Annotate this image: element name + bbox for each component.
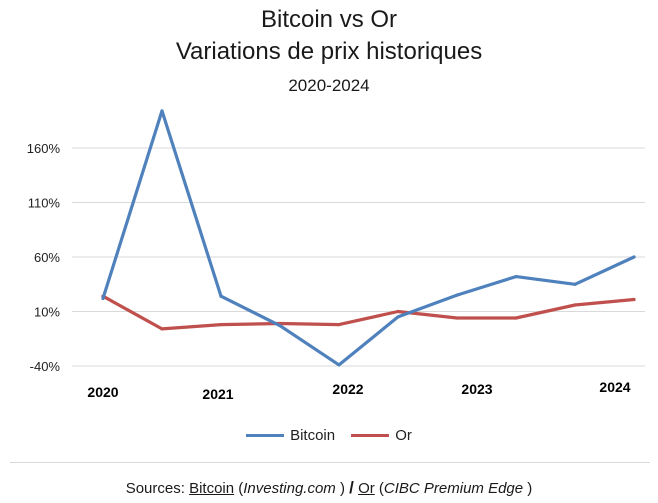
- x-tick-label: 2024: [599, 379, 630, 395]
- data-point-bitcoin: [337, 363, 341, 367]
- footer-divider: [10, 462, 650, 463]
- chart-period: 2020-2024: [288, 76, 370, 95]
- data-point-bitcoin: [278, 324, 282, 328]
- source-note: Sources: Bitcoin (Investing.com ) / Or (…: [125, 478, 533, 497]
- data-point-or: [219, 322, 223, 327]
- data-point-bitcoin: [160, 109, 164, 113]
- source-bitcoin-link[interactable]: Bitcoin: [189, 480, 235, 497]
- x-tick-label: 2023: [461, 381, 492, 397]
- data-point-or: [160, 327, 164, 331]
- data-point-or: [455, 316, 459, 320]
- y-tick-label: 10%: [34, 305, 60, 320]
- data-point-bitcoin: [632, 255, 636, 259]
- data-point-bitcoin: [514, 275, 518, 279]
- data-point-bitcoin: [101, 296, 105, 301]
- series-line-or: [101, 294, 636, 331]
- legend-label-bitcoin: Bitcoin: [290, 427, 336, 444]
- data-point-or: [337, 322, 341, 327]
- legend-swatch-or: [351, 434, 390, 437]
- y-tick-label: 110%: [28, 196, 61, 211]
- series-line-bitcoin: [101, 109, 636, 367]
- source-bitcoin-site: Investing.com: [243, 480, 340, 497]
- source-separator: /: [349, 478, 354, 497]
- y-tick-label: -40%: [30, 359, 61, 374]
- line-chart: 160% 110% 60% 10% -40% 2020 2021 2022 2023 2024: [27, 109, 645, 402]
- chart-subtitle: Variations de prix historiques: [175, 38, 483, 65]
- x-tick-label: 2020: [87, 384, 118, 400]
- chart-title: Bitcoin vs Or: [260, 6, 398, 33]
- y-tick-label: 160%: [27, 141, 61, 156]
- data-point-bitcoin: [219, 294, 223, 298]
- legend-label-or: Or: [395, 427, 412, 444]
- data-point-bitcoin: [455, 293, 459, 297]
- source-prefix: Sources:: [125, 480, 190, 497]
- source-or-link[interactable]: Or: [358, 480, 375, 497]
- data-point-bitcoin: [396, 315, 400, 319]
- chart-legend: Bitcoin Or: [0, 424, 658, 444]
- data-point-or: [396, 309, 400, 314]
- legend-item-or: Or: [351, 427, 412, 444]
- legend-swatch-bitcoin: [246, 434, 285, 437]
- legend-item-bitcoin: Bitcoin: [246, 427, 335, 444]
- y-tick-label: 60%: [34, 250, 60, 265]
- data-point-bitcoin: [573, 282, 577, 286]
- source-or-site: CIBC Premium Edge: [383, 480, 528, 497]
- data-point-or: [573, 303, 577, 307]
- x-tick-label: 2022: [332, 381, 363, 397]
- x-tick-label: 2021: [202, 386, 233, 402]
- data-point-or: [514, 316, 518, 320]
- data-point-or: [632, 297, 636, 302]
